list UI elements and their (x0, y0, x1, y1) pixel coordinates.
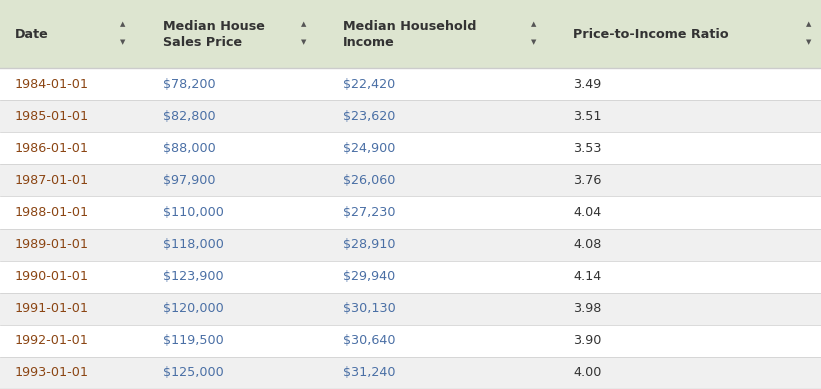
Text: 3.90: 3.90 (573, 335, 602, 347)
Text: 3.51: 3.51 (573, 110, 602, 123)
Text: 4.00: 4.00 (573, 366, 602, 379)
Bar (0, 293, 821, 325)
Text: 1985-01-01: 1985-01-01 (15, 110, 89, 123)
Text: $27,230: $27,230 (343, 206, 396, 219)
Text: $125,000: $125,000 (163, 366, 223, 379)
Bar (0, 132, 821, 165)
Bar (0, 0, 821, 68)
Text: 1988-01-01: 1988-01-01 (15, 206, 89, 219)
Text: 1993-01-01: 1993-01-01 (15, 366, 89, 379)
Text: Date: Date (15, 28, 48, 40)
Text: $97,900: $97,900 (163, 174, 215, 187)
Text: 3.98: 3.98 (573, 302, 602, 315)
Text: $24,900: $24,900 (343, 142, 396, 155)
Text: $120,000: $120,000 (163, 302, 223, 315)
Text: ▼: ▼ (121, 39, 126, 45)
Text: $78,200: $78,200 (163, 78, 215, 91)
Text: 4.04: 4.04 (573, 206, 601, 219)
Bar (0, 325, 821, 357)
Bar (0, 261, 821, 293)
Text: Median House
Sales Price: Median House Sales Price (163, 19, 264, 49)
Text: 1986-01-01: 1986-01-01 (15, 142, 89, 155)
Bar (0, 196, 821, 229)
Text: 4.08: 4.08 (573, 238, 602, 251)
Text: $31,240: $31,240 (343, 366, 396, 379)
Text: $88,000: $88,000 (163, 142, 215, 155)
Text: ▼: ▼ (301, 39, 306, 45)
Text: 1991-01-01: 1991-01-01 (15, 302, 89, 315)
Text: 4.14: 4.14 (573, 270, 601, 283)
Text: ▼: ▼ (806, 39, 811, 45)
Text: $110,000: $110,000 (163, 206, 223, 219)
Text: $119,500: $119,500 (163, 335, 223, 347)
Text: ▼: ▼ (531, 39, 536, 45)
Bar (0, 164, 821, 196)
Text: Price-to-Income Ratio: Price-to-Income Ratio (573, 28, 729, 40)
Text: $82,800: $82,800 (163, 110, 215, 123)
Text: $30,130: $30,130 (343, 302, 396, 315)
Text: 1987-01-01: 1987-01-01 (15, 174, 89, 187)
Bar (0, 229, 821, 261)
Text: 3.49: 3.49 (573, 78, 601, 91)
Bar (0, 100, 821, 132)
Text: 1989-01-01: 1989-01-01 (15, 238, 89, 251)
Bar (0, 357, 821, 389)
Text: $28,910: $28,910 (343, 238, 396, 251)
Text: ▲: ▲ (121, 21, 126, 27)
Bar (0, 68, 821, 100)
Text: $30,640: $30,640 (343, 335, 396, 347)
Text: ▲: ▲ (806, 21, 811, 27)
Text: $118,000: $118,000 (163, 238, 223, 251)
Text: $26,060: $26,060 (343, 174, 396, 187)
Text: $29,940: $29,940 (343, 270, 396, 283)
Text: $22,420: $22,420 (343, 78, 396, 91)
Text: $23,620: $23,620 (343, 110, 396, 123)
Text: ▲: ▲ (301, 21, 306, 27)
Text: 3.76: 3.76 (573, 174, 602, 187)
Text: 1984-01-01: 1984-01-01 (15, 78, 89, 91)
Text: ▲: ▲ (531, 21, 536, 27)
Text: 3.53: 3.53 (573, 142, 602, 155)
Text: 1992-01-01: 1992-01-01 (15, 335, 89, 347)
Text: 1990-01-01: 1990-01-01 (15, 270, 89, 283)
Text: Median Household
Income: Median Household Income (343, 19, 477, 49)
Text: $123,900: $123,900 (163, 270, 223, 283)
